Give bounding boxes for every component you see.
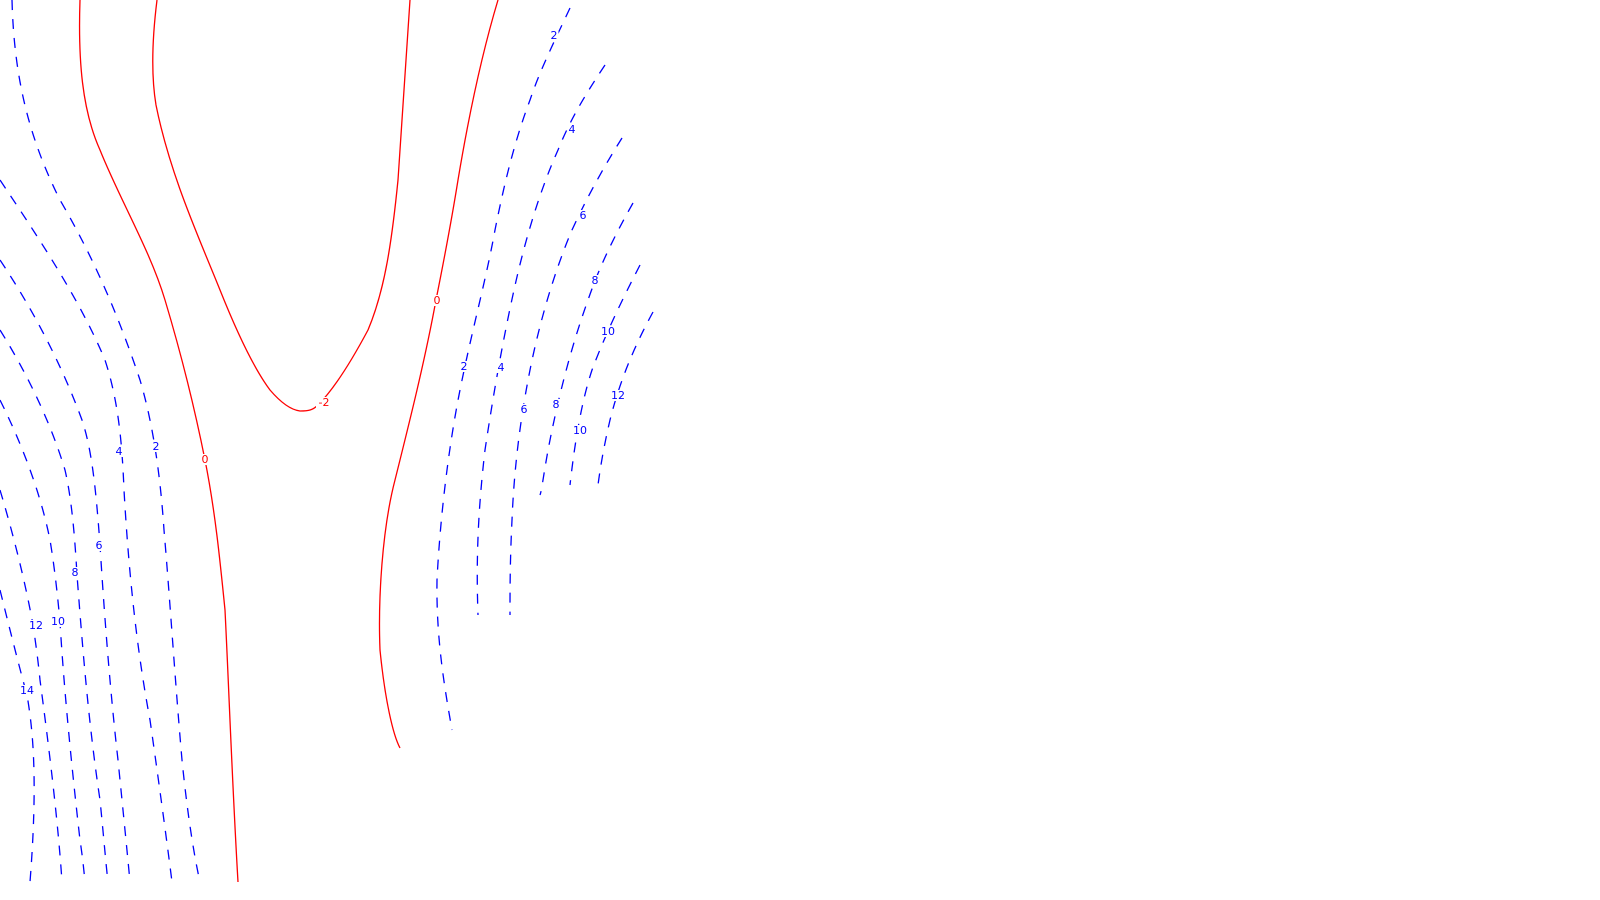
contour-labels: -2 0 0 2 4 6 8 10 12 14 2 4 6 8 10 12 2 4 6 8 10	[19, 29, 626, 697]
contour-label-background	[200, 454, 210, 465]
contour-label-level-14: 14	[20, 684, 34, 697]
contour-label-background	[19, 685, 35, 696]
contour-line-level-minus-2-2	[152, 0, 411, 412]
contour-line-level-8-13	[539, 202, 634, 496]
contour-line-level-10-7	[0, 399, 86, 883]
contour-line-level-0-0	[78, 0, 239, 883]
contour-label-level-2: 2	[461, 360, 468, 373]
contour-label-background	[28, 620, 44, 631]
contour-label-level-10: 10	[573, 424, 587, 437]
contour-label-level-6: 6	[521, 403, 528, 416]
contour-label-background	[590, 275, 600, 286]
contour-label-level-4: 4	[498, 361, 505, 374]
contour-label-level-6: 6	[96, 539, 103, 552]
contour-label-level-minus-2: -2	[319, 396, 330, 409]
contour-label-background	[572, 425, 588, 436]
contour-line-level-6-5	[0, 259, 131, 883]
contour-line-level-2-3	[11, 0, 201, 883]
contour-line-level-12-15	[597, 311, 654, 486]
contour-label-background	[549, 30, 559, 41]
contour-label-background	[519, 404, 529, 415]
contour-label-background	[50, 616, 66, 627]
contour-label-level-12: 12	[611, 389, 625, 402]
contour-label-level-8: 8	[553, 398, 560, 411]
contour-label-level-8: 8	[592, 274, 599, 287]
contour-label-level-4: 4	[569, 123, 576, 136]
contour-line-level-2-10	[436, 7, 571, 731]
contour-label-level-2: 2	[551, 29, 558, 42]
contour-label-level-10: 10	[601, 325, 615, 338]
contour-label-level-2: 2	[153, 440, 160, 453]
contour-label-background	[567, 124, 577, 135]
contour-label-background	[578, 210, 588, 221]
contour-label-background	[114, 446, 124, 457]
contour-label-background	[496, 362, 506, 373]
contour-line-level-6-12	[509, 137, 623, 616]
contour-line-level-0-1	[378, 0, 499, 749]
contour-label-level-0: 0	[434, 294, 441, 307]
contour-label-background	[94, 540, 104, 551]
contour-line-level-14-9	[0, 589, 35, 883]
contour-label-level-12: 12	[29, 619, 43, 632]
contour-label-background	[316, 397, 332, 408]
contour-line-level-4-4	[0, 179, 173, 883]
contour-label-background	[600, 326, 616, 337]
contour-label-level-10: 10	[51, 615, 65, 628]
contour-lines	[0, 0, 654, 883]
contour-label-background	[551, 399, 561, 410]
contour-label-background	[610, 390, 626, 401]
contour-label-level-6: 6	[580, 209, 587, 222]
contour-label-background	[70, 567, 80, 578]
contour-label-background	[432, 295, 442, 306]
contour-label-background	[459, 361, 469, 372]
contour-line-level-4-11	[476, 64, 606, 616]
contour-line-level-8-6	[0, 329, 109, 883]
contour-line-level-12-8	[0, 489, 63, 883]
contour-label-background	[151, 441, 161, 452]
contour-line-level-10-14	[569, 264, 641, 486]
contour-label-level-4: 4	[116, 445, 123, 458]
contour-label-level-8: 8	[72, 566, 79, 579]
contour-label-level-0: 0	[202, 453, 209, 466]
